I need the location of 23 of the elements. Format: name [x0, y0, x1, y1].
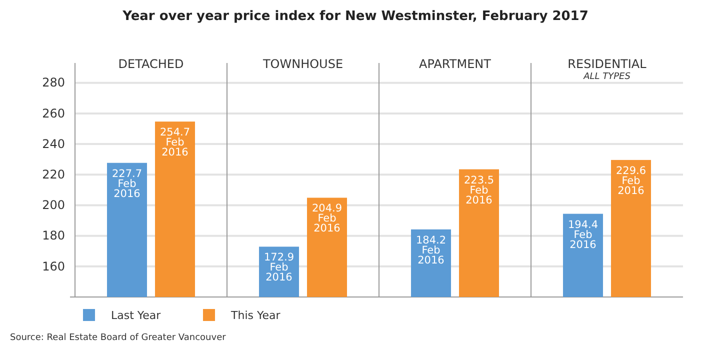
x-tick-label: DETACHED [118, 57, 184, 71]
y-tick-label: 200 [42, 198, 65, 212]
y-tick-label: 160 [42, 259, 65, 274]
data-label: 204.9 Feb 2016 [312, 202, 342, 235]
data-label: 184.2 Feb 2016 [416, 234, 446, 266]
legend-label: Last Year [111, 309, 162, 322]
y-tick-label: 180 [42, 228, 65, 243]
x-tick-label: TOWNHOUSE [262, 57, 344, 71]
y-tick-label: 240 [42, 136, 65, 151]
y-tick-label: 220 [42, 167, 65, 182]
data-label: 194.4 Feb 2016 [568, 218, 598, 251]
data-label: 229.6 Feb 2016 [616, 164, 646, 197]
data-label: 254.7 Feb 2016 [160, 126, 190, 159]
data-label: 172.9 Feb 2016 [264, 252, 294, 284]
data-label: 227.7 Feb 2016 [112, 168, 142, 200]
data-label: 223.5 Feb 2016 [464, 174, 494, 206]
source-note: Source: Real Estate Board of Greater Vancouver [10, 333, 226, 343]
x-tick-label: RESIDENTIAL ALL TYPES [568, 57, 647, 82]
chart-title: Year over year price index for New Westminster, February 2017 [122, 9, 588, 24]
y-tick-label: 280 [42, 76, 65, 90]
x-tick-label: APARTMENT [419, 57, 492, 71]
legend-label: This Year [230, 309, 281, 322]
y-tick-label: 260 [42, 106, 65, 120]
